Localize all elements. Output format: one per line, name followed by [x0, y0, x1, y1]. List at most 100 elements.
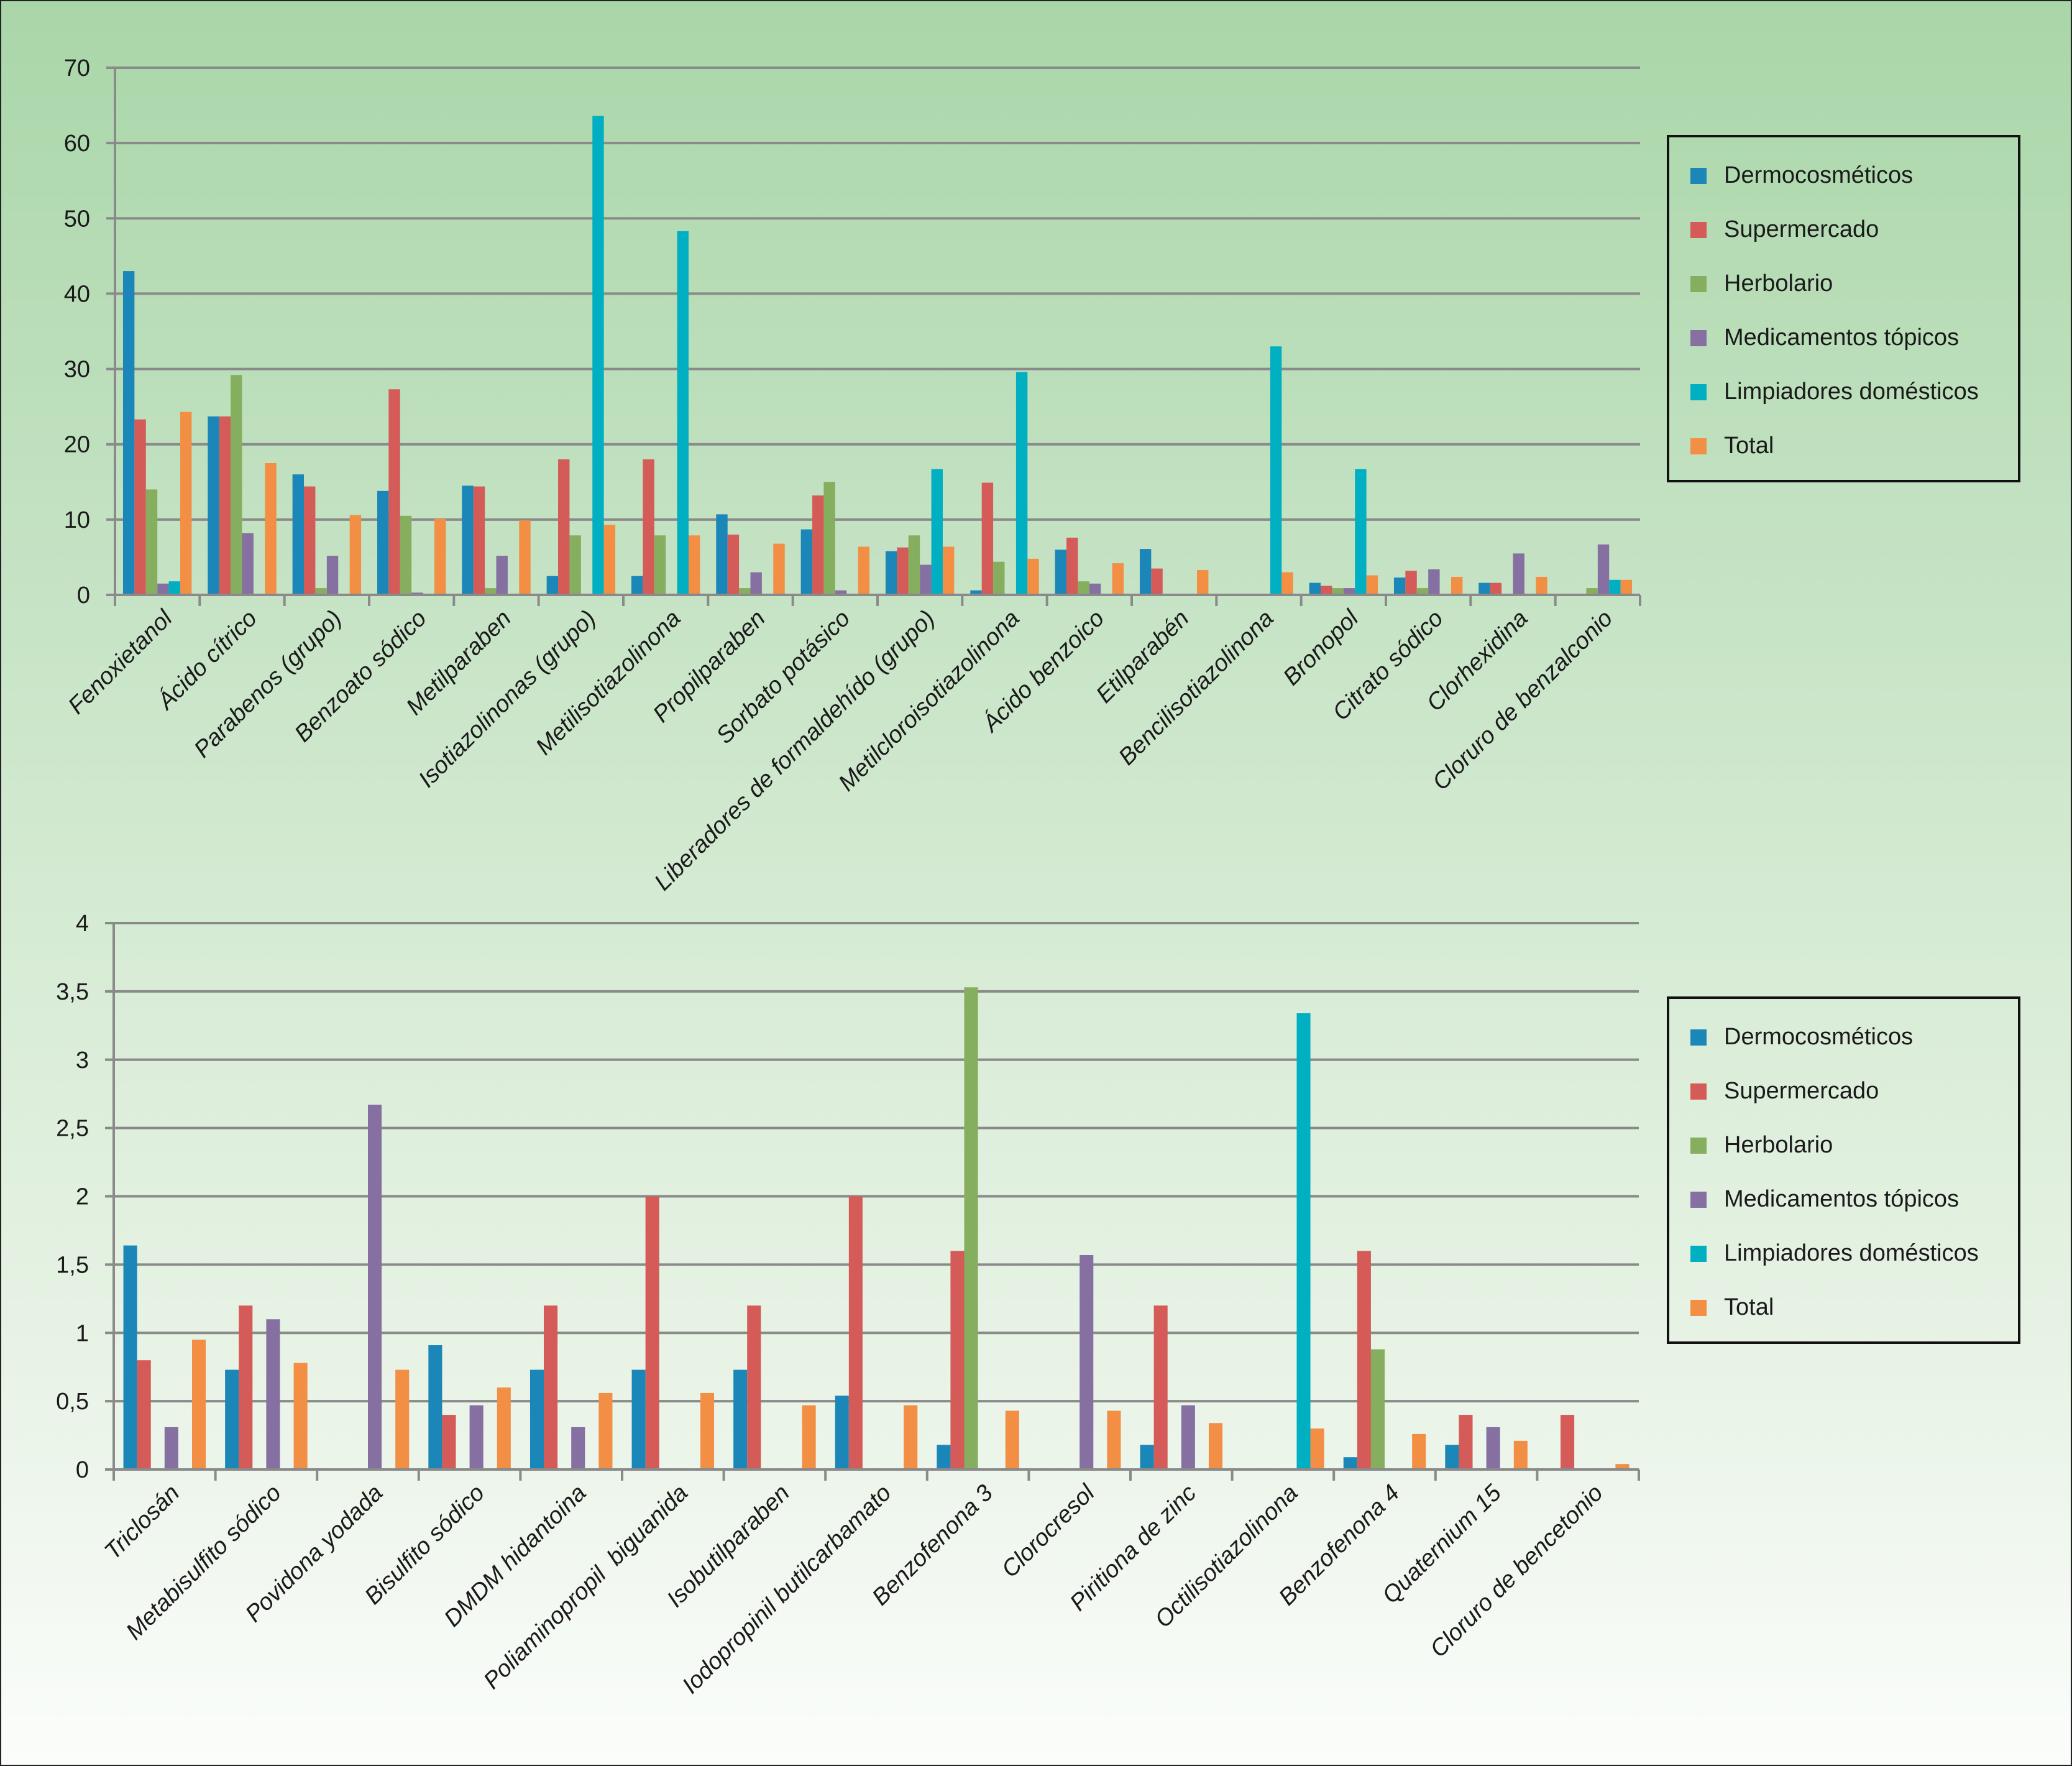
bar: [137, 1360, 151, 1469]
legend-swatch: [1690, 1245, 1707, 1262]
bar: [1416, 588, 1429, 595]
y-tick-label: 20: [64, 432, 90, 458]
legend-label: Limpiadores domésticos: [1724, 1240, 1979, 1266]
y-tick-label: 60: [64, 131, 90, 157]
bar: [242, 533, 254, 595]
bar: [835, 590, 847, 595]
legend-label: Total: [1724, 433, 1774, 459]
bar: [123, 1245, 137, 1469]
y-tick-label: 10: [64, 507, 90, 533]
bar: [428, 1345, 442, 1469]
y-tick-label: 70: [64, 55, 90, 81]
legend-item: Total: [1690, 1294, 1774, 1321]
bar: [473, 486, 485, 595]
bar: [747, 1305, 761, 1469]
bar: [1357, 1251, 1371, 1469]
legend-label: Herbolario: [1724, 270, 1833, 297]
bar: [1451, 576, 1463, 595]
bar: [1332, 588, 1344, 595]
legend-swatch: [1690, 384, 1707, 400]
bar: [942, 546, 955, 595]
legend-swatch: [1690, 221, 1707, 238]
legend-item: Herbolario: [1690, 270, 1833, 297]
bar: [931, 469, 943, 595]
bar: [835, 1396, 849, 1469]
bar: [265, 463, 277, 595]
y-tick-label: 1: [76, 1320, 89, 1346]
legend-item: Limpiadores domésticos: [1690, 1240, 1979, 1267]
bar: [677, 231, 689, 595]
bar: [1309, 582, 1321, 595]
bar: [1151, 568, 1163, 595]
bar: [1445, 1445, 1459, 1469]
bar: [519, 520, 531, 595]
y-tick-label: 0,5: [56, 1389, 89, 1415]
bar: [1536, 576, 1547, 595]
bar: [1393, 577, 1406, 595]
legend-label: Supermercado: [1724, 216, 1879, 242]
legend-label: Medicamentos tópicos: [1724, 1186, 1960, 1212]
bar: [395, 1369, 410, 1469]
y-tick-label: 0: [76, 1457, 89, 1483]
bar: [496, 556, 508, 595]
bar: [1490, 582, 1502, 595]
x-category-label: Iodopropinil butilcarbamato: [677, 1480, 896, 1699]
bar: [1586, 588, 1598, 595]
bar: [1281, 572, 1293, 595]
bar: [1355, 469, 1367, 595]
legend-swatch: [1690, 329, 1707, 346]
x-category-label: Poliaminopropil biguanida: [479, 1480, 693, 1695]
bar: [937, 1445, 951, 1469]
bar: [1055, 550, 1067, 595]
bar: [631, 576, 643, 595]
bar: [164, 1427, 178, 1469]
bar: [134, 419, 146, 595]
y-tick-label: 30: [64, 357, 90, 383]
bar: [571, 1427, 585, 1469]
legend-bottom-chart: Dermocosméticos Supermercado Herbolario Med…: [1667, 996, 2020, 1344]
bar: [750, 572, 762, 595]
bar: [885, 551, 897, 595]
bar: [219, 416, 231, 595]
bar: [773, 543, 785, 595]
bar: [1078, 581, 1089, 595]
bar: [168, 581, 180, 595]
y-tick-label: 0: [77, 582, 90, 609]
bar: [1343, 588, 1355, 595]
bar: [377, 490, 389, 595]
bar: [157, 583, 169, 595]
bar: [442, 1415, 456, 1469]
legend-label: Dermocosméticos: [1724, 162, 1914, 188]
legend-swatch: [1690, 1137, 1707, 1154]
legend-swatch: [1690, 438, 1707, 454]
bar: [462, 485, 474, 595]
legend-item: Total: [1690, 433, 1774, 459]
bar: [727, 535, 740, 595]
bar: [1112, 563, 1124, 595]
bar: [654, 535, 666, 595]
bar: [823, 482, 835, 595]
bar: [400, 515, 412, 595]
bar: [733, 1369, 748, 1469]
bar: [700, 1392, 715, 1469]
bar: [145, 489, 158, 595]
bar: [469, 1405, 484, 1469]
legend-swatch: [1690, 1083, 1707, 1100]
bar: [1005, 1410, 1019, 1469]
bar: [598, 1392, 613, 1469]
bar: [292, 474, 305, 595]
bar: [848, 1196, 863, 1469]
y-tick-label: 40: [64, 281, 90, 307]
bar: [1561, 1415, 1575, 1469]
legend-swatch: [1690, 275, 1707, 292]
bar: [1139, 549, 1152, 595]
bar: [239, 1305, 253, 1469]
legend-label: Supermercado: [1724, 1078, 1879, 1104]
legend-item: Supermercado: [1690, 1078, 1879, 1105]
bar: [920, 564, 932, 595]
bar: [315, 588, 327, 595]
legend-item: Herbolario: [1690, 1132, 1833, 1159]
bar: [981, 482, 994, 595]
bar: [225, 1369, 239, 1469]
